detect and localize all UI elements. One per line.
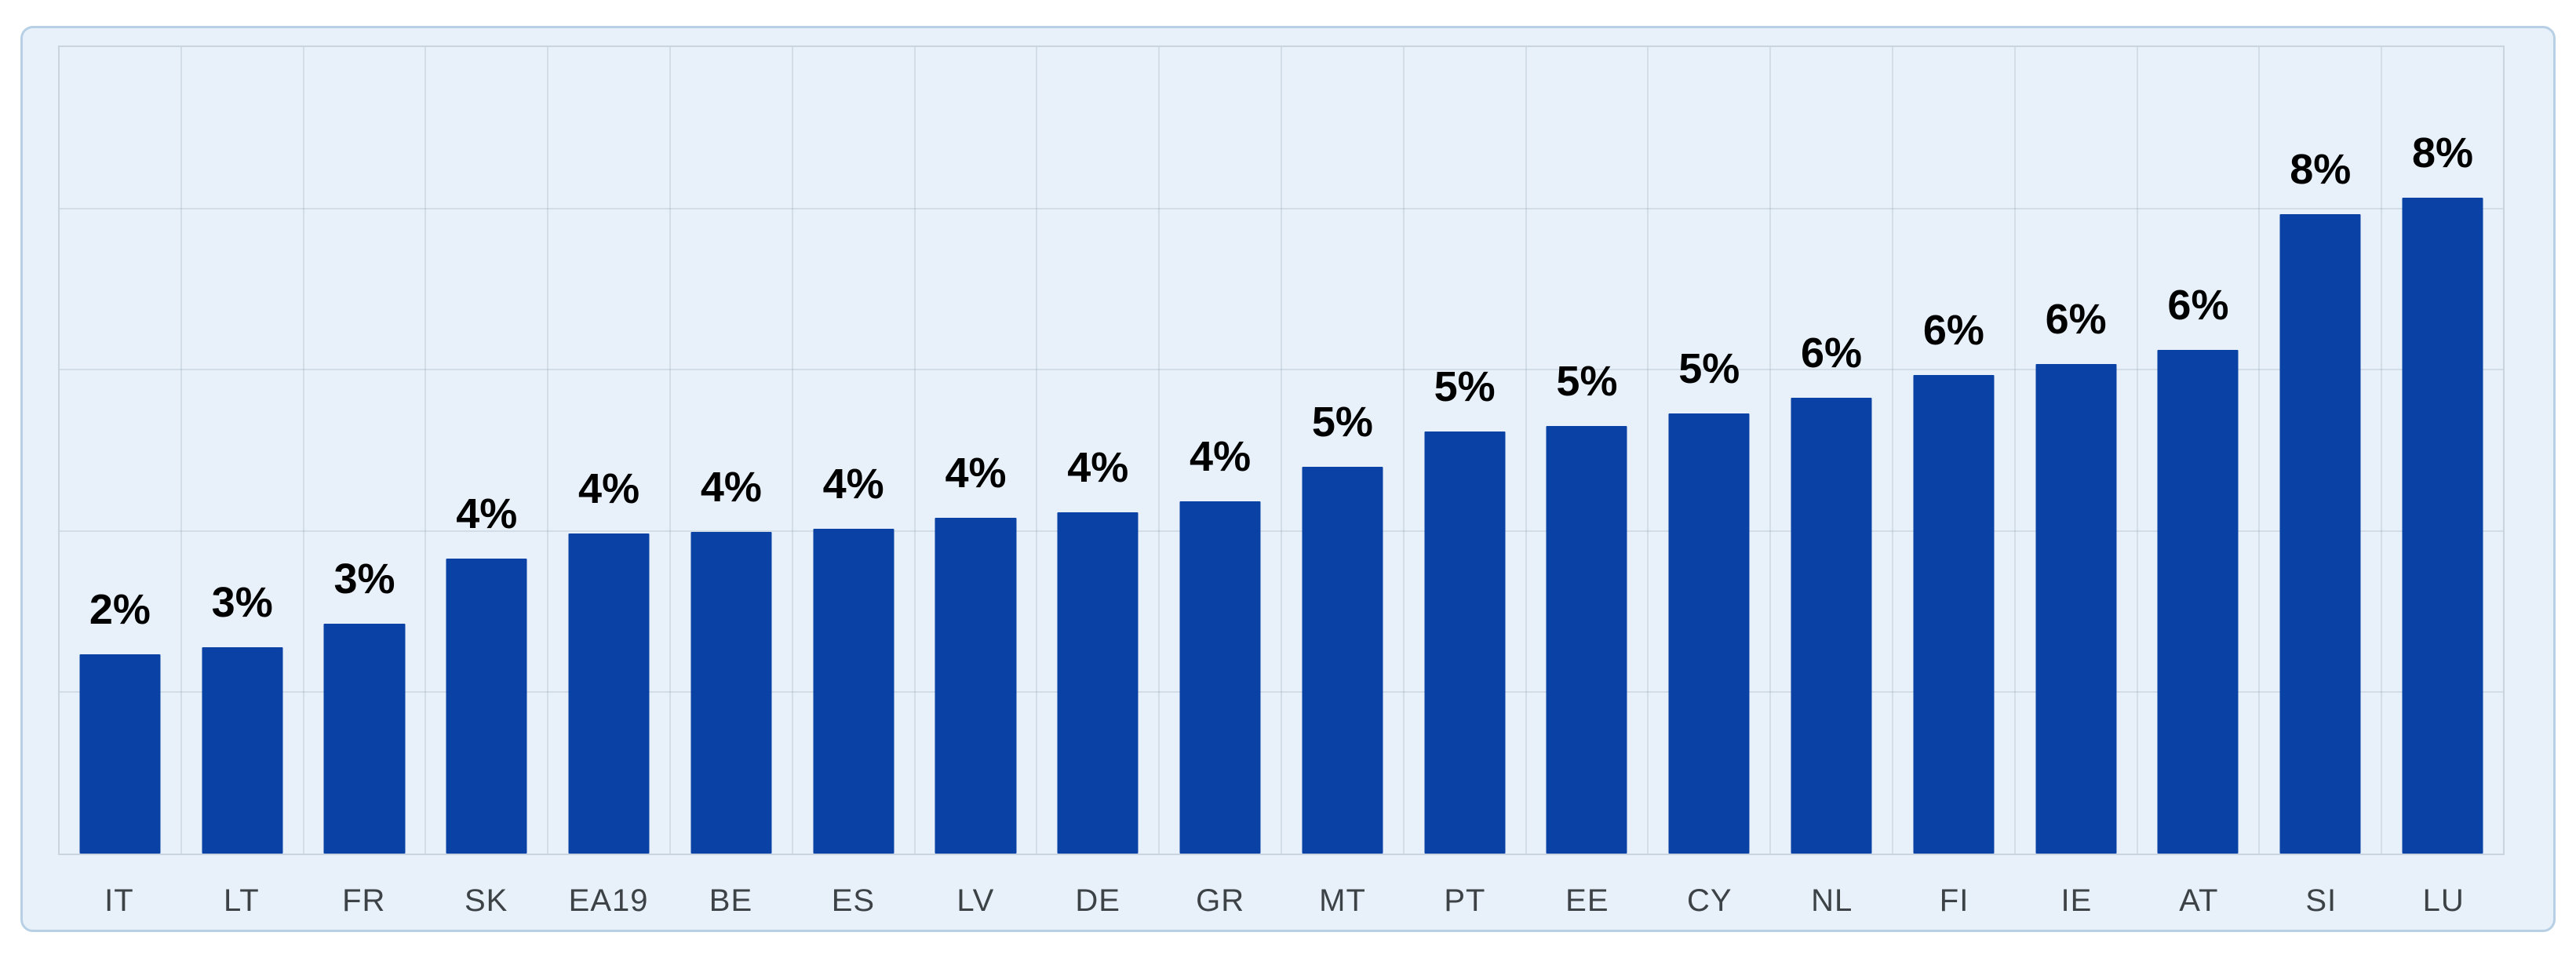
bar-value-label-fr: 3% (333, 555, 395, 603)
plot-column-cy: 5% (1647, 47, 1769, 854)
x-axis-label-ee: EE (1565, 883, 1609, 918)
bar-mt[interactable]: 5% (1302, 399, 1383, 854)
bar-value-label-lt: 3% (211, 578, 273, 626)
plot-column-it: 2% (60, 47, 180, 854)
bar-lv[interactable]: 4% (935, 450, 1016, 854)
plot-column-gr: 4% (1158, 47, 1281, 854)
plot-column-nl: 6% (1769, 47, 1892, 854)
bar-value-label-lv: 4% (945, 450, 1007, 497)
bar-value-label-pt: 5% (1434, 363, 1496, 411)
bar-value-label-es: 4% (822, 460, 884, 508)
plot-column-es: 4% (791, 47, 914, 854)
plot-column-at: 6% (2136, 47, 2259, 854)
bar-value-label-lu: 8% (2412, 129, 2474, 177)
bar-es[interactable]: 4% (813, 461, 894, 854)
bar-de[interactable]: 4% (1057, 444, 1139, 854)
bar-value-label-mt: 5% (1311, 398, 1373, 446)
plot-column-ee: 5% (1525, 47, 1648, 854)
bar-ie[interactable]: 6% (2035, 296, 2117, 854)
plot-column-fr: 3% (302, 47, 425, 854)
bar-value-label-cy: 5% (1678, 344, 1740, 392)
x-axis-label-sk: SK (464, 883, 508, 918)
x-axis-labels: IT LT FR SK EA19 BE ES LV DE GR MT PT EE CY NL FI IE AT SI… (58, 869, 2505, 932)
x-axis-label-si: SI (2305, 883, 2337, 918)
x-axis-label-fi: FI (1939, 883, 1969, 918)
bar-value-label-ea19: 4% (578, 464, 640, 512)
x-axis-label-be: BE (709, 883, 753, 918)
x-axis-label-de: DE (1075, 883, 1120, 918)
bar-columns: 2% 3% 3% 4% 4% 4% 4% 4% 4% 4% 5% 5% 5% 5% 6% 6% 6% 6% 8% 8% (60, 47, 2503, 854)
bar-at[interactable]: 6% (2157, 282, 2239, 854)
bar-value-label-ie: 6% (2045, 296, 2107, 344)
bar-lu[interactable]: 8% (2402, 129, 2483, 854)
x-axis-label-lu: LU (2422, 883, 2465, 918)
bar-ee[interactable]: 5% (1546, 358, 1627, 854)
bar-value-label-it: 2% (89, 586, 151, 634)
bar-it[interactable]: 2% (79, 586, 161, 854)
bar-value-label-ee: 5% (1556, 358, 1618, 406)
bar-value-label-fi: 6% (1922, 307, 1984, 355)
bar-nl[interactable]: 6% (1791, 330, 1872, 854)
bar-be[interactable]: 4% (690, 464, 772, 854)
x-axis-label-es: ES (831, 883, 876, 918)
x-axis-label-fr: FR (342, 883, 386, 918)
plot-column-lt: 3% (180, 47, 303, 854)
x-axis-label-at: AT (2179, 883, 2219, 918)
x-axis-label-lt: LT (224, 883, 260, 918)
plot-column-de: 4% (1036, 47, 1158, 854)
bar-cy[interactable]: 5% (1668, 345, 1750, 854)
bar-gr[interactable]: 4% (1179, 433, 1261, 854)
bar-value-label-nl: 6% (1801, 330, 1863, 377)
bar-ea19[interactable]: 4% (568, 465, 650, 854)
bar-value-label-at: 6% (2167, 281, 2229, 329)
bar-pt[interactable]: 5% (1424, 363, 1506, 854)
plot-column-fi: 6% (1891, 47, 2014, 854)
plot-column-mt: 5% (1280, 47, 1403, 854)
chart-card: 2% 3% 3% 4% 4% 4% 4% 4% 4% 4% 5% 5% 5% 5% 6% 6% 6% 6% 8% 8%… (20, 26, 2556, 932)
plot-column-pt: 5% (1402, 47, 1525, 854)
x-axis-label-cy: CY (1686, 883, 1733, 918)
bar-si[interactable]: 8% (2279, 146, 2361, 854)
x-axis-label-lv: LV (956, 883, 995, 918)
plot-column-lu: 8% (2381, 47, 2503, 854)
plot-area: 2% 3% 3% 4% 4% 4% 4% 4% 4% 4% 5% 5% 5% 5% 6% 6% 6% 6% 8% 8% (58, 46, 2505, 855)
bar-value-label-si: 8% (2290, 145, 2352, 193)
bar-fi[interactable]: 6% (1913, 307, 1995, 854)
plot-column-si: 8% (2258, 47, 2381, 854)
bar-value-label-sk: 4% (456, 490, 518, 537)
bar-value-label-be: 4% (700, 463, 762, 511)
plot-column-lv: 4% (913, 47, 1037, 854)
x-axis-label-ie: IE (2060, 883, 2093, 918)
x-axis-label-it: IT (104, 883, 134, 918)
bar-lt[interactable]: 3% (202, 579, 283, 854)
bar-value-label-gr: 4% (1190, 432, 1252, 480)
x-axis-label-mt: MT (1319, 883, 1366, 918)
bar-fr[interactable]: 3% (323, 555, 405, 854)
x-axis-label-pt: PT (1444, 883, 1486, 918)
plot-column-be: 4% (669, 47, 792, 854)
bar-value-label-de: 4% (1067, 444, 1129, 492)
x-axis-label-nl: NL (1811, 883, 1853, 918)
bar-sk[interactable]: 4% (446, 490, 527, 854)
x-axis-label-ea19: EA19 (568, 883, 649, 918)
plot-column-ie: 6% (2013, 47, 2137, 854)
plot-column-sk: 4% (424, 47, 547, 854)
x-axis-label-gr: GR (1196, 883, 1245, 918)
plot-column-ea19: 4% (547, 47, 669, 854)
